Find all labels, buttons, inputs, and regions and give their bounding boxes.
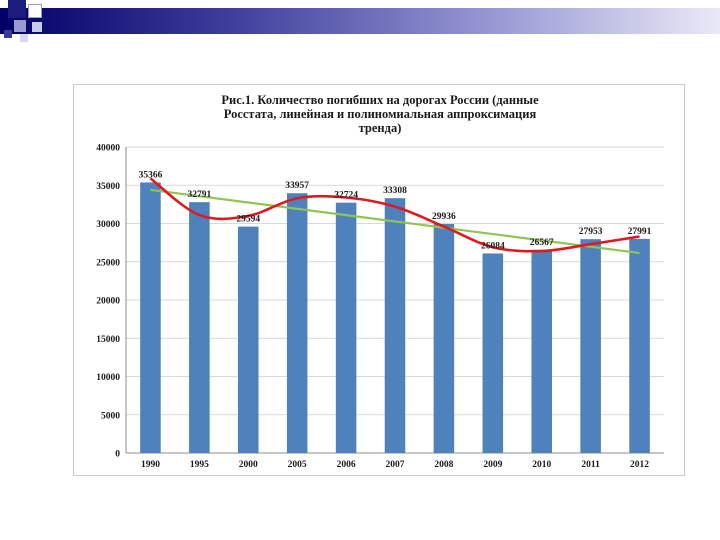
data-label-2007: 33308 (383, 186, 407, 196)
decor-square-6 (20, 34, 28, 42)
bar-2010 (531, 249, 552, 453)
y-tick-label-6: 30000 (96, 220, 120, 230)
bar-1995 (189, 202, 210, 453)
decor-square-1 (8, 0, 26, 18)
x-tick-label-2006: 2006 (337, 460, 356, 470)
bar-2007 (384, 198, 406, 453)
data-label-1990: 35366 (139, 170, 163, 180)
chart-container: Рис.1. Количество погибших на дорогах Ро… (73, 84, 685, 476)
data-label-2009: 26084 (481, 241, 505, 251)
bar-2011 (580, 239, 601, 453)
data-label-2005: 33957 (285, 181, 309, 191)
y-tick-label-7: 35000 (96, 182, 120, 192)
bar-2005 (286, 193, 308, 453)
chart-title-line-1: Рис.1. Количество погибших на дорогах Ро… (221, 93, 539, 107)
bar-2012 (629, 238, 650, 453)
header-gradient-bar (0, 8, 720, 34)
linear-trend-line (150, 188, 640, 255)
bar-2008 (433, 223, 455, 453)
data-label-1995: 32791 (187, 190, 211, 200)
data-label-2000: 29594 (236, 215, 260, 225)
x-tick-label-1995: 1995 (190, 460, 209, 470)
y-tick-label-2: 10000 (96, 373, 120, 383)
x-tick-label-2000: 2000 (239, 460, 258, 470)
x-tick-label-2011: 2011 (581, 460, 600, 470)
y-tick-label-8: 40000 (96, 144, 120, 154)
y-tick-label-4: 20000 (96, 297, 120, 307)
decor-square-3 (14, 20, 26, 32)
x-tick-label-2009: 2009 (483, 460, 502, 470)
decor-square-2 (28, 4, 42, 18)
data-label-2006: 32724 (334, 191, 358, 201)
chart-title-line-2: Росстата, линейная и полиномиальная аппр… (223, 107, 537, 121)
y-tick-label-3: 15000 (96, 335, 120, 345)
y-tick-label-0: 0 (115, 450, 120, 460)
decor-square-5 (4, 30, 12, 38)
chart-plot: 0 5000 10000 15000 20000 25000 30000 35000 40000… (96, 144, 664, 470)
bar-1990 (140, 182, 161, 453)
data-label-2012: 27991 (628, 227, 652, 237)
data-label-2010: 26567 (530, 238, 554, 248)
x-tick-label-2012: 2012 (630, 460, 649, 470)
y-tick-label-1: 5000 (101, 411, 120, 421)
x-tick-label-2008: 2008 (434, 460, 453, 470)
bar-2006 (335, 202, 357, 453)
x-tick-label-2010: 2010 (532, 460, 551, 470)
chart-title-line-3: тренда) (358, 121, 402, 135)
x-tick-label-2005: 2005 (288, 460, 307, 470)
decor-square-4 (32, 22, 42, 32)
y-tick-label-5: 25000 (96, 258, 120, 268)
bar-2000 (238, 226, 259, 453)
chart-title: Рис.1. Количество погибших на дорогах Ро… (74, 93, 686, 135)
data-label-2011: 27953 (579, 227, 603, 237)
data-label-2008: 29936 (432, 212, 456, 222)
x-tick-label-2007: 2007 (386, 460, 405, 470)
polynomial-trend-line (149, 177, 640, 253)
bar-2009 (482, 253, 504, 453)
x-tick-label-1990: 1990 (141, 460, 160, 470)
